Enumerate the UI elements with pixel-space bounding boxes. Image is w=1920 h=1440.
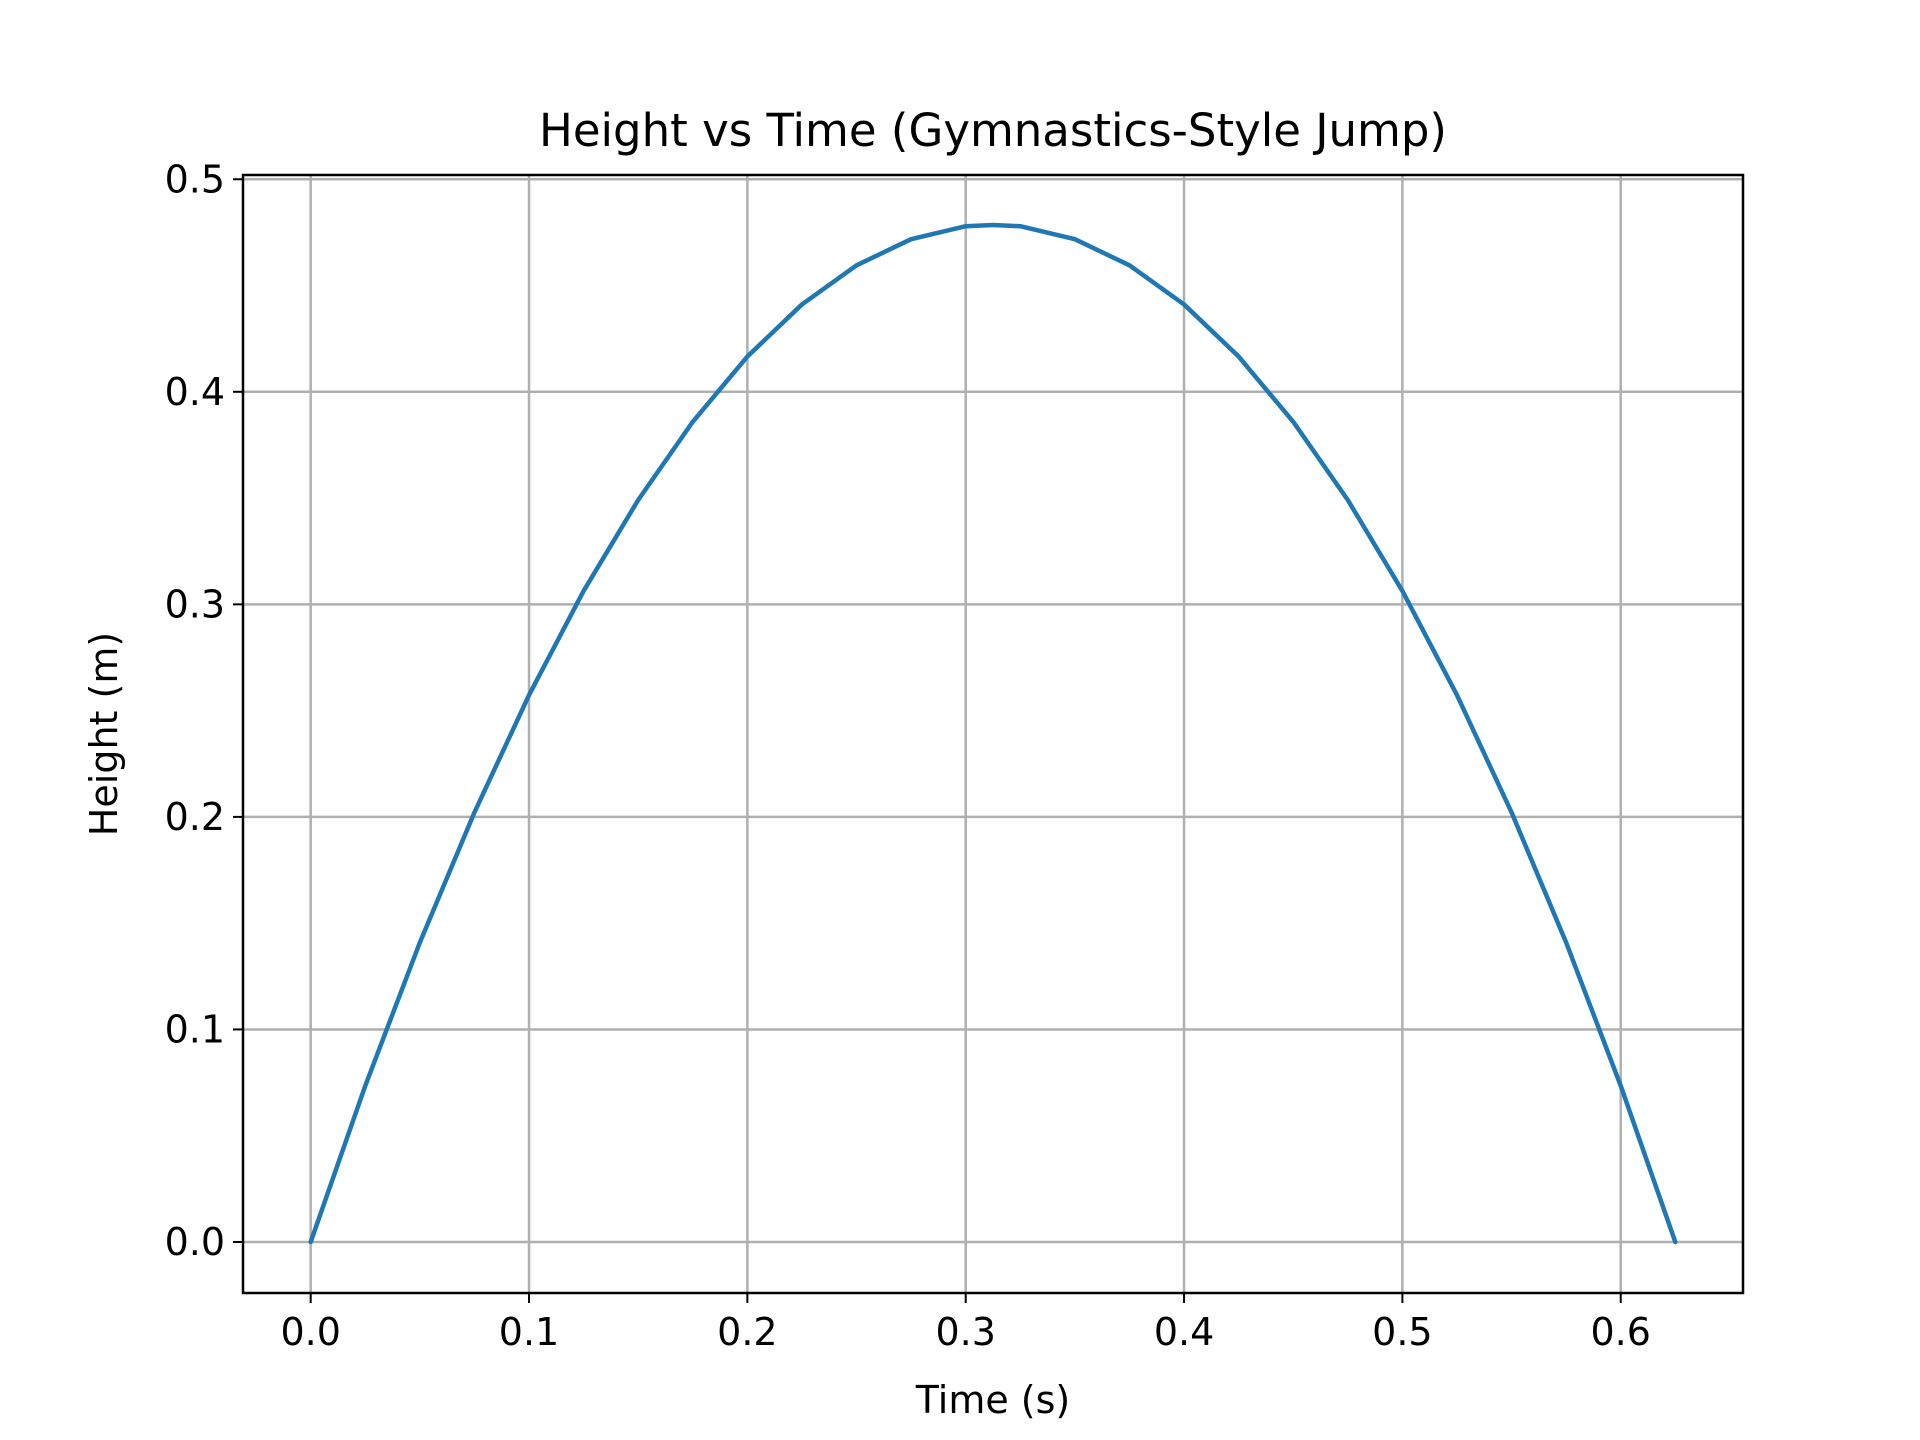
y-tick-label: 0.0 — [165, 1220, 225, 1264]
y-tick-label: 0.1 — [165, 1007, 225, 1051]
series-line — [308, 222, 1678, 1245]
x-tick-label: 0.5 — [1372, 1310, 1432, 1354]
y-tick-label: 0.5 — [165, 157, 225, 201]
axes-frame — [241, 173, 1745, 1295]
plot-area-background — [243, 175, 1743, 1293]
x-tick-label: 0.2 — [717, 1310, 777, 1354]
x-tick-label: 0.4 — [1154, 1310, 1214, 1354]
y-tick-label: 0.3 — [165, 582, 225, 626]
series-layer — [308, 222, 1678, 1245]
y-tick-label: 0.4 — [165, 370, 225, 414]
x-axis-label: Time (s) — [915, 1378, 1071, 1422]
grid — [243, 175, 1743, 1293]
x-tick-label: 0.0 — [280, 1310, 340, 1354]
ticks — [233, 178, 1622, 1303]
y-tick-label: 0.2 — [165, 795, 225, 839]
x-tick-label: 0.6 — [1591, 1310, 1651, 1354]
y-axis-label: Height (m) — [82, 632, 126, 836]
x-tick-label: 0.3 — [935, 1310, 995, 1354]
x-tick-label: 0.1 — [499, 1310, 559, 1354]
chart-title: Height vs Time (Gymnastics-Style Jump) — [539, 104, 1447, 157]
tick-labels: 0.0 0.1 0.2 0.3 0.4 0.5 0.6 0.0 0.1 0.2 0.3 0.4 0.5 — [165, 157, 1651, 1354]
